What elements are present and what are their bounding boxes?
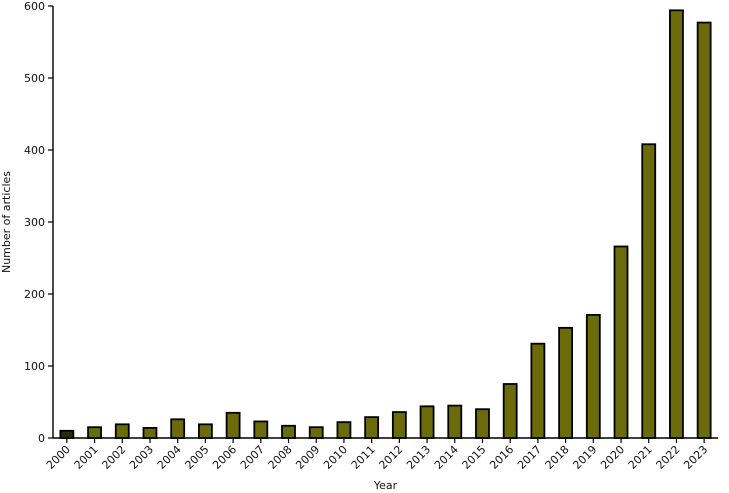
y-tick-label: 400 <box>24 144 45 157</box>
bar-2022 <box>669 9 684 439</box>
x-tick-label: 2004 <box>155 443 184 472</box>
bar-2005 <box>197 423 213 439</box>
bar-2004 <box>170 418 186 439</box>
bar-2017 <box>530 342 546 439</box>
bar-2003 <box>142 427 158 439</box>
x-tick-label: 2002 <box>99 443 128 472</box>
bar-2009 <box>308 426 324 439</box>
x-tick-label: 2000 <box>44 443 73 472</box>
y-tick-label: 500 <box>24 72 45 85</box>
bar-2000 <box>59 429 75 439</box>
bar-2012 <box>391 411 407 439</box>
x-tick-label: 2001 <box>72 443 101 472</box>
y-tick-label: 100 <box>24 360 45 373</box>
bar-2001 <box>87 426 102 439</box>
bar-2008 <box>281 424 296 439</box>
x-tick-label: 2013 <box>404 443 433 472</box>
bar-2021 <box>641 143 657 439</box>
bar-2002 <box>114 423 130 439</box>
x-tick-label: 2009 <box>293 443 322 472</box>
bar-2010 <box>336 421 352 439</box>
bar-2016 <box>502 383 518 439</box>
y-tick-label: 0 <box>38 432 45 445</box>
x-tick-label: 2022 <box>654 443 683 472</box>
x-tick-label: 2017 <box>515 443 544 472</box>
x-tick-label: 2012 <box>376 443 405 472</box>
x-tick-label: 2018 <box>543 443 572 472</box>
bar-2014 <box>447 404 463 439</box>
y-tick-label: 600 <box>24 0 45 13</box>
x-tick-label: 2008 <box>266 443 295 472</box>
bar-2023 <box>696 21 712 439</box>
x-axis-title: Year <box>373 479 398 492</box>
y-tick-label: 300 <box>24 216 45 229</box>
x-tick-label: 2015 <box>460 443 489 472</box>
x-tick-label: 2021 <box>626 443 655 472</box>
x-tick-label: 2010 <box>321 443 350 472</box>
bar-2019 <box>585 313 601 439</box>
x-tick-label: 2005 <box>183 443 212 472</box>
x-tick-label: 2019 <box>570 443 599 472</box>
bar-2006 <box>225 411 241 439</box>
x-tick-label: 2003 <box>127 443 156 472</box>
bars <box>59 9 712 439</box>
x-tick-label: 2020 <box>598 443 627 472</box>
y-tick-label: 200 <box>24 288 45 301</box>
x-tick-label: 2006 <box>210 443 239 472</box>
x-tick-label: 2016 <box>487 443 516 472</box>
bar-2020 <box>613 245 629 439</box>
bar-2018 <box>558 326 574 439</box>
bar-2011 <box>364 416 380 439</box>
y-axis-title: Number of articles <box>0 171 13 273</box>
y-axis: 0 100 200 300 400 500 600 <box>24 0 54 445</box>
bar-2007 <box>253 420 269 439</box>
x-tick-label: 2014 <box>432 443 461 472</box>
x-tick-label: 2023 <box>681 443 710 472</box>
x-tick-label: 2007 <box>238 443 267 472</box>
x-tick-label: 2011 <box>349 443 378 472</box>
bar-2015 <box>475 408 490 439</box>
x-axis: 2000200120022003200420052006200720082009… <box>44 437 718 472</box>
bar-2013 <box>419 405 435 439</box>
